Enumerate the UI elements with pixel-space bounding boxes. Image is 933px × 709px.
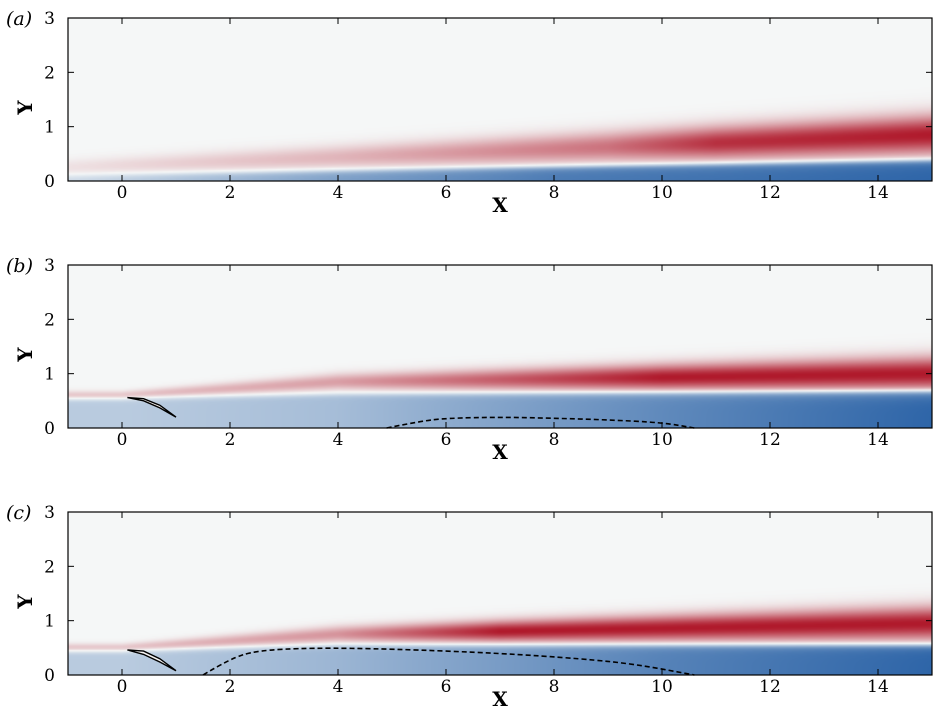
plot-frame — [67, 17, 933, 182]
panel-label: (a) — [6, 8, 32, 30]
x-tick-label: 12 — [759, 677, 781, 697]
y-tick-label: 1 — [44, 365, 55, 385]
plot-frame — [67, 264, 933, 429]
x-tick-label: 0 — [117, 677, 128, 697]
x-tick-label: 14 — [867, 430, 889, 450]
x-tick-label: 4 — [333, 183, 344, 203]
y-tick-label: 0 — [44, 419, 55, 439]
x-tick-label: 6 — [441, 183, 452, 203]
x-tick-label: 8 — [549, 183, 560, 203]
field-heatmap — [68, 265, 932, 428]
x-axis-label: X — [492, 440, 508, 464]
x-tick-label: 6 — [441, 430, 452, 450]
y-tick-label: 2 — [44, 310, 55, 330]
x-tick-label: 2 — [225, 430, 236, 450]
x-tick-label: 8 — [549, 430, 560, 450]
x-axis-label: X — [492, 687, 508, 709]
x-tick-label: 10 — [651, 430, 673, 450]
y-tick-label: 2 — [44, 557, 55, 577]
x-tick-label: 4 — [333, 430, 344, 450]
y-tick-label: 2 — [44, 63, 55, 83]
x-tick-label: 2 — [225, 677, 236, 697]
x-tick-label: 4 — [333, 677, 344, 697]
x-tick-label: 12 — [759, 430, 781, 450]
panel-label: (b) — [6, 255, 33, 277]
y-axis-label: Y — [13, 100, 37, 116]
x-tick-label: 8 — [549, 677, 560, 697]
body-outline — [127, 649, 177, 672]
y-tick-label: 0 — [44, 172, 55, 192]
dashed-contour — [386, 416, 695, 429]
body-outline — [127, 396, 177, 418]
y-tick-label: 3 — [44, 9, 55, 29]
y-axis-label: Y — [13, 594, 37, 610]
x-tick-label: 12 — [759, 183, 781, 203]
x-axis-label: X — [492, 193, 508, 217]
y-tick-label: 1 — [44, 612, 55, 632]
x-tick-label: 14 — [867, 677, 889, 697]
x-tick-label: 0 — [117, 430, 128, 450]
y-tick-label: 3 — [44, 503, 55, 523]
y-tick-label: 1 — [44, 118, 55, 138]
x-tick-label: 14 — [867, 183, 889, 203]
x-tick-label: 10 — [651, 183, 673, 203]
panel-label: (c) — [6, 502, 31, 524]
y-tick-label: 0 — [44, 666, 55, 686]
x-tick-label: 10 — [651, 677, 673, 697]
y-tick-label: 3 — [44, 256, 55, 276]
field-heatmap — [68, 512, 932, 675]
field-heatmap — [68, 18, 932, 181]
x-tick-label: 6 — [441, 677, 452, 697]
x-tick-label: 2 — [225, 183, 236, 203]
x-tick-label: 0 — [117, 183, 128, 203]
y-axis-label: Y — [13, 347, 37, 363]
plot-frame — [67, 511, 933, 676]
dashed-contour — [202, 647, 695, 676]
